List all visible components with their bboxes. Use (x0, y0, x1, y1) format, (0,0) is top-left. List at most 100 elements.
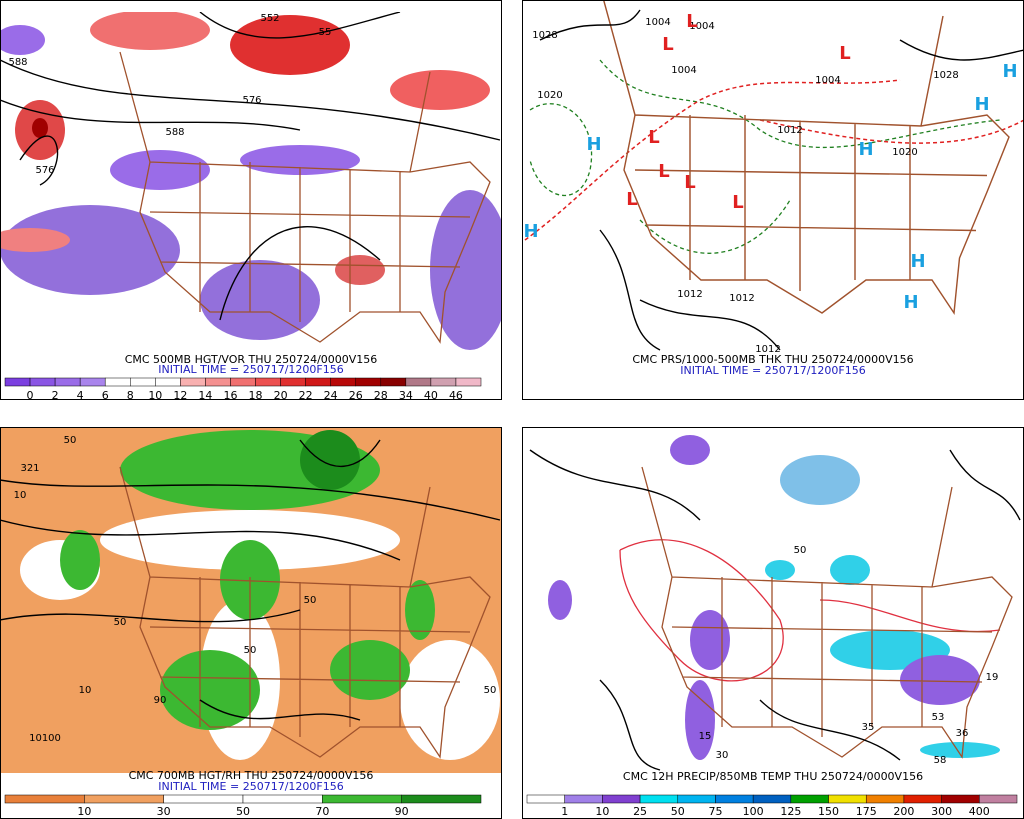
colorbar-swatch (79, 377, 106, 387)
colorbar-label: 26 (349, 389, 363, 402)
map-label: H (586, 134, 601, 155)
caption: CMC 500MB HGT/VOR THU 250724/0000V156 (125, 353, 378, 366)
map-label: 1028 (532, 30, 557, 41)
colorbar-label: 34 (399, 389, 413, 402)
colorbar-label: 400 (969, 805, 990, 818)
height-contour (599, 679, 661, 771)
shaded-area (60, 530, 100, 590)
shaded-area (0, 25, 45, 55)
map-label: L (684, 172, 695, 193)
map-label: 1012 (729, 293, 754, 304)
colorbar-swatch (4, 794, 85, 804)
colorbar-swatch (280, 377, 306, 387)
colorbar-label: 18 (249, 389, 263, 402)
map-label: L (662, 34, 673, 55)
colorbar-label: 12 (173, 389, 187, 402)
colorbar-swatch (54, 377, 81, 387)
colorbar-swatch (430, 377, 457, 387)
height-contour (0, 609, 301, 623)
shaded-area (90, 12, 210, 50)
height-contour (539, 9, 641, 41)
shaded-area (430, 190, 502, 350)
height-contour (0, 99, 301, 131)
colorbar-swatch (205, 377, 231, 387)
colorbar-label: 4 (77, 389, 84, 402)
colorbar-swatch (564, 794, 603, 804)
map-label: 19 (986, 672, 999, 683)
colorbar-label: 2 (52, 389, 59, 402)
map-label: 1028 (933, 70, 958, 81)
colorbar-label: 100 (743, 805, 764, 818)
map-label: 576 (35, 165, 54, 176)
shaded-area (160, 650, 260, 730)
thickness-contour (759, 119, 1024, 144)
colorbar-swatch (639, 794, 679, 804)
colorbar-label: 150 (818, 805, 839, 818)
map-label: H (523, 221, 538, 242)
map-label: 50 (484, 685, 497, 696)
initial-time: INITIAL TIME = 250717/1200F156 (158, 363, 343, 376)
map-label: 1012 (677, 289, 702, 300)
colorbar-swatch (790, 794, 829, 804)
map-label: 58 (934, 755, 947, 766)
map: 588 576 552 576 588 55 (0, 12, 502, 354)
colorbar-swatch (84, 794, 164, 804)
colorbar-swatch (130, 377, 156, 387)
caption: CMC 700MB HGT/RH THU 250724/0000V156 (129, 769, 374, 782)
initial-time: INITIAL TIME = 250717/1200F156 (158, 780, 343, 793)
shaded-area (670, 435, 710, 465)
shaded-area (300, 430, 360, 490)
map-label: 36 (956, 728, 969, 739)
thickness-contour (529, 103, 593, 197)
colorbar-swatch (602, 794, 641, 804)
height-contour (0, 519, 401, 561)
colorbar-swatch (401, 794, 482, 804)
map-label: 1004 (645, 17, 670, 28)
height-contour (599, 229, 661, 351)
colorbar-label: 10 (77, 805, 91, 818)
colorbar-swatch (752, 794, 792, 804)
colorbar-swatch (180, 377, 206, 387)
shaded-area (32, 118, 48, 138)
map-label: 576 (242, 95, 261, 106)
shaded-area (780, 455, 860, 505)
shaded-area (230, 15, 350, 75)
colorbar-swatch (355, 377, 382, 387)
map-label: H (974, 94, 989, 115)
map-label: 50 (64, 435, 77, 446)
map-label: 15 (699, 731, 712, 742)
colorbar-swatch (163, 794, 244, 804)
shaded-area (685, 680, 715, 760)
map-label: H (903, 292, 918, 313)
temperature-contour (619, 539, 784, 682)
colorbar-swatch (4, 377, 31, 387)
colorbar-swatch (526, 794, 565, 804)
map-label: L (658, 161, 669, 182)
shaded-area (335, 255, 385, 285)
colorbar-label: 20 (274, 389, 288, 402)
shaded-area (330, 640, 410, 700)
colorbar-swatch (941, 794, 980, 804)
colorbar-label: 125 (780, 805, 801, 818)
map-label: L (648, 127, 659, 148)
map-label: 1004 (815, 75, 840, 86)
colorbar-swatch (715, 794, 754, 804)
map-label: 35 (862, 722, 875, 733)
shaded-area (765, 560, 795, 580)
map-label: 552 (260, 13, 279, 24)
height-contour (759, 699, 901, 761)
colorbar-label: 75 (708, 805, 722, 818)
colorbar-label: 50 (671, 805, 685, 818)
colorbar-label: 24 (324, 389, 338, 402)
colorbar-label: 175 (856, 805, 877, 818)
colorbar-label: 6 (102, 389, 109, 402)
colorbar-label: 30 (157, 805, 171, 818)
height-contour (299, 439, 381, 468)
colorbar-label: 16 (223, 389, 237, 402)
shaded-area (830, 555, 870, 585)
height-contour (949, 449, 1021, 521)
shaded-area (110, 150, 210, 190)
borders (602, 0, 1010, 316)
borders (119, 51, 491, 344)
colorbar-swatch (677, 794, 716, 804)
